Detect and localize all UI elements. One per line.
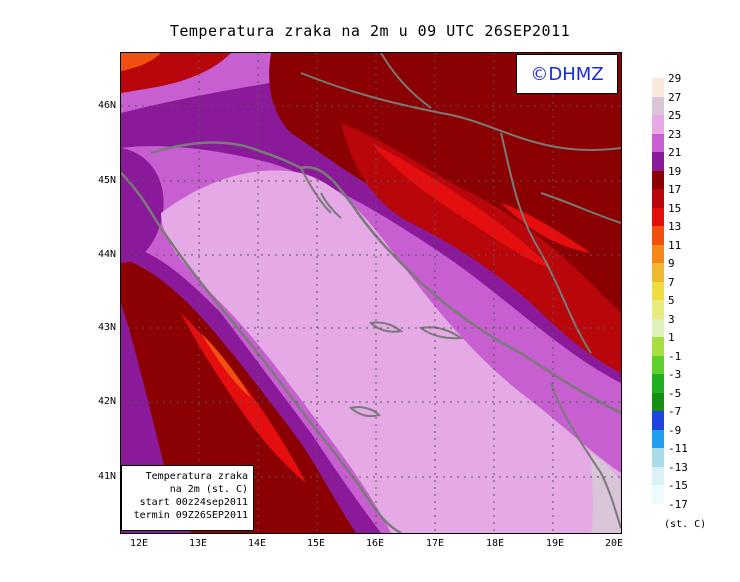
info-line: termin 09Z26SEP2011 (133, 510, 248, 521)
legend-label: 23 (668, 127, 682, 141)
legend-label: 3 (668, 312, 675, 326)
lat-label: 43N (97, 322, 116, 333)
lon-label: 20E (604, 538, 624, 549)
lon-label: 14E (247, 538, 267, 549)
legend-label: 1 (668, 331, 675, 344)
legend-label: 15 (668, 201, 682, 215)
legend-label: 11 (668, 238, 682, 252)
legend-label: -7 (668, 405, 682, 418)
legend-swatch (652, 263, 664, 282)
legend-label: -15 (668, 479, 688, 492)
legend-swatch (652, 448, 664, 467)
legend-label: 17 (668, 183, 682, 196)
legend-label: -13 (668, 460, 688, 474)
lat-label: 41N (97, 471, 116, 482)
legend-unit: (st. C) (664, 519, 707, 530)
legend-label: -5 (668, 386, 682, 400)
legend-swatch (652, 152, 664, 171)
legend-swatch (652, 392, 664, 411)
legend-label: 5 (668, 294, 675, 307)
legend-label: 27 (668, 90, 682, 104)
lat-label: 44N (97, 249, 116, 260)
legend-swatch (652, 170, 664, 189)
legend-label: 7 (668, 275, 675, 289)
legend-swatch (652, 244, 664, 263)
legend-swatch (652, 300, 664, 319)
legend-swatch (652, 485, 664, 504)
lon-label: 15E (306, 538, 326, 549)
legend-swatch (652, 96, 664, 115)
lon-label: 17E (425, 538, 445, 549)
legend-swatch (652, 133, 664, 152)
legend-label: 29 (668, 72, 682, 85)
legend-label: -17 (668, 497, 688, 511)
temperature-field (121, 53, 621, 533)
legend-label: -9 (668, 423, 682, 437)
dhmz-logo: ©DHMZ (516, 54, 618, 94)
lat-label: 46N (97, 100, 116, 111)
legend-swatch (652, 337, 664, 356)
legend-swatch (652, 466, 664, 485)
legend-label: 19 (668, 164, 682, 178)
legend-swatch (652, 355, 664, 374)
legend-label: -11 (668, 442, 688, 455)
legend-swatch (652, 411, 664, 430)
info-line: start 00z24sep2011 (139, 497, 248, 508)
legend-swatch (652, 374, 664, 393)
legend-swatch (652, 429, 664, 448)
legend-label: 9 (668, 257, 675, 270)
legend-swatch (652, 207, 664, 226)
temperature-map (120, 52, 622, 534)
info-line: Temperatura zraka (145, 471, 248, 482)
legend-label: -3 (668, 368, 682, 381)
legend-swatch (652, 318, 664, 337)
lon-label: 19E (545, 538, 565, 549)
legend-swatch (652, 78, 664, 97)
lon-label: 12E (129, 538, 149, 549)
legend-swatch (652, 189, 664, 208)
legend-label: 13 (668, 220, 682, 233)
legend-swatch (652, 281, 664, 300)
legend-label: 21 (668, 146, 682, 159)
lon-label: 18E (485, 538, 505, 549)
legend-swatch (652, 115, 664, 134)
lon-label: 16E (365, 538, 385, 549)
legend-swatch (652, 226, 664, 245)
legend-label: 25 (668, 109, 682, 122)
legend-label: -1 (668, 349, 682, 363)
map-title: Temperatura zraka na 2m u 09 UTC 26SEP20… (169, 22, 571, 40)
lat-label: 42N (97, 396, 116, 407)
info-line: na 2m (st. C) (169, 484, 248, 495)
lat-label: 45N (97, 175, 116, 186)
lon-label: 13E (188, 538, 208, 549)
info-box: Temperatura zraka na 2m (st. C) start 00… (121, 465, 254, 531)
